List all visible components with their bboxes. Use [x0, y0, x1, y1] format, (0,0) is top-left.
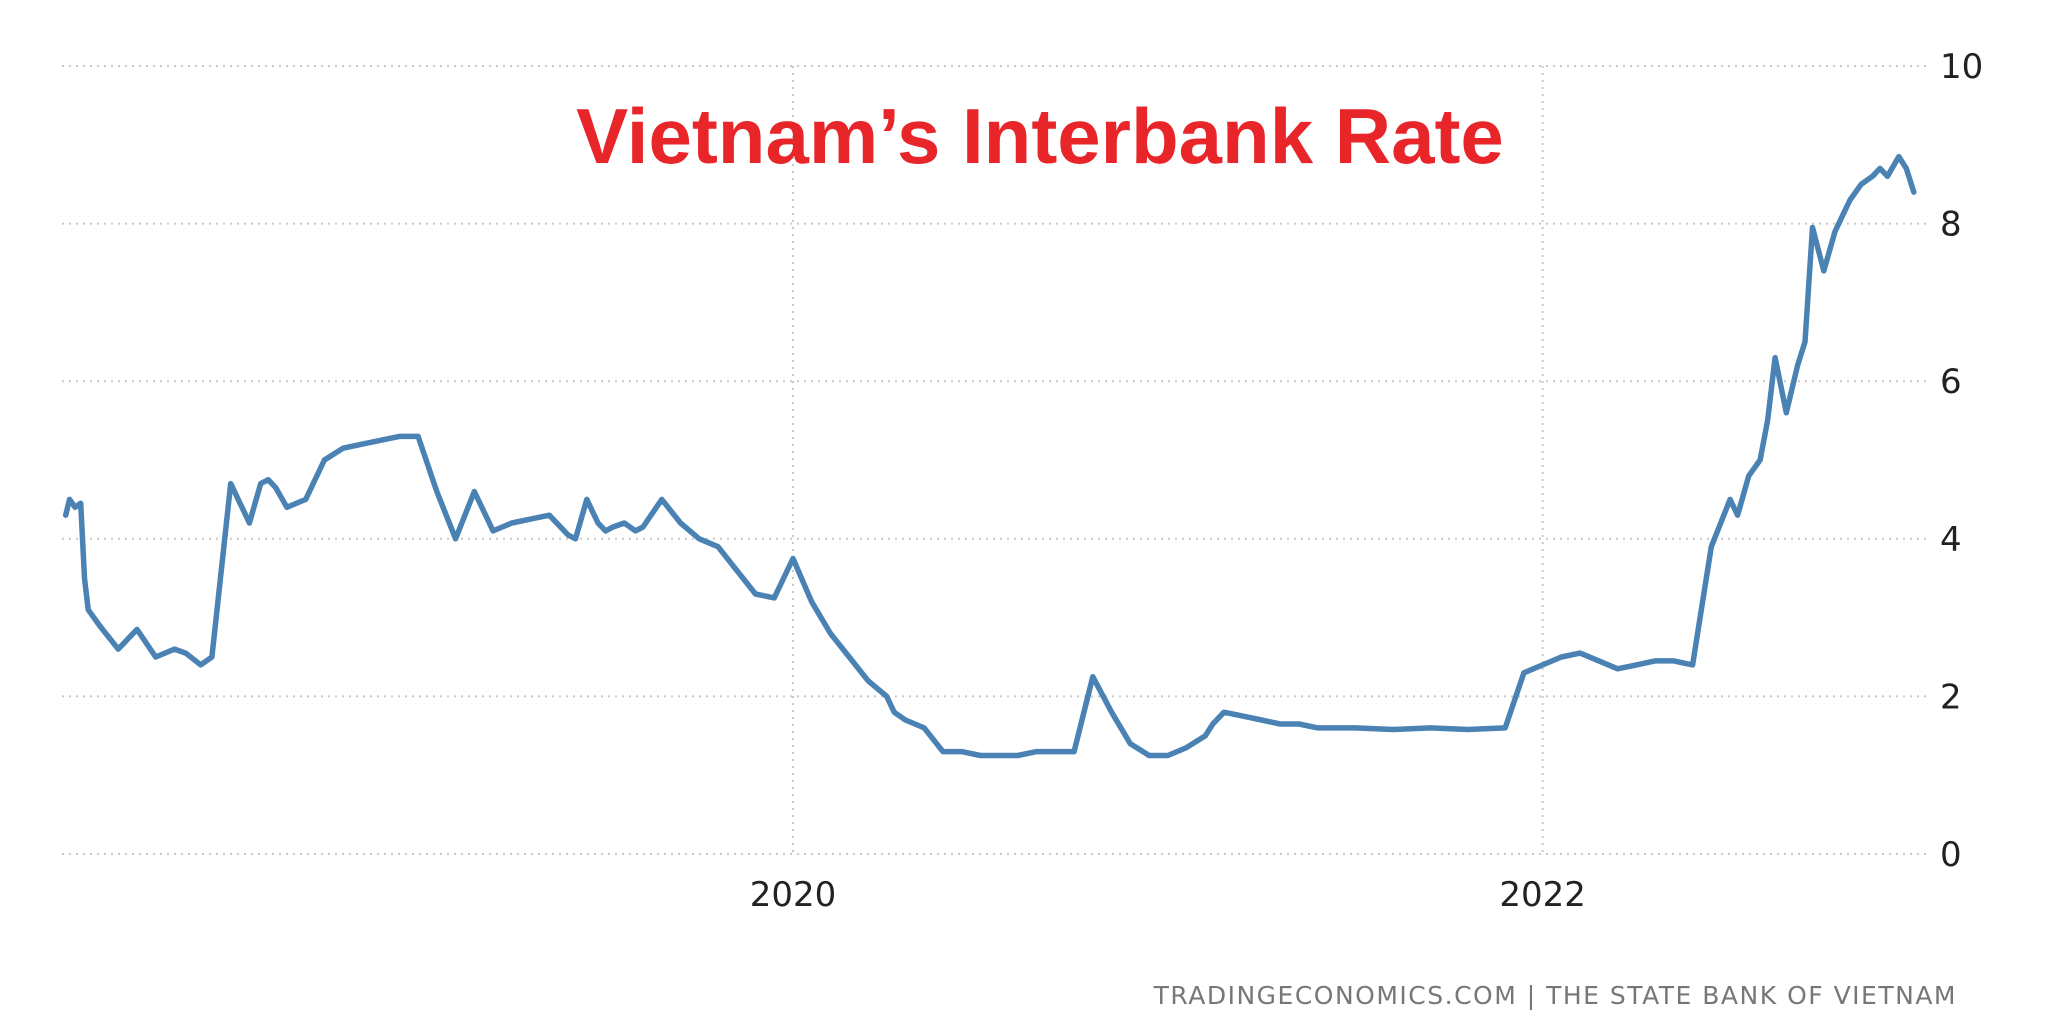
- x-axis-tick-labels: 2020 2022: [750, 875, 1586, 915]
- y-tick-label: 4: [1940, 520, 1962, 560]
- grid-lines: [62, 65, 1930, 855]
- y-tick-label: 0: [1940, 835, 1962, 875]
- chart-title: Vietnam’s Interbank Rate: [576, 92, 1504, 180]
- x-tick-label: 2022: [1499, 875, 1586, 915]
- series-line: [62, 153, 1917, 759]
- x-tick-label: 2020: [750, 875, 837, 915]
- y-axis-tick-labels: 0 2 4 6 8 10: [1940, 47, 1983, 875]
- y-tick-label: 2: [1940, 677, 1962, 717]
- source-attribution: TRADINGECONOMICS.COM | THE STATE BANK OF…: [1153, 981, 1957, 1010]
- series-group: [62, 153, 1917, 759]
- y-tick-label: 10: [1940, 47, 1983, 87]
- y-tick-label: 8: [1940, 205, 1962, 245]
- y-tick-label: 6: [1940, 362, 1962, 402]
